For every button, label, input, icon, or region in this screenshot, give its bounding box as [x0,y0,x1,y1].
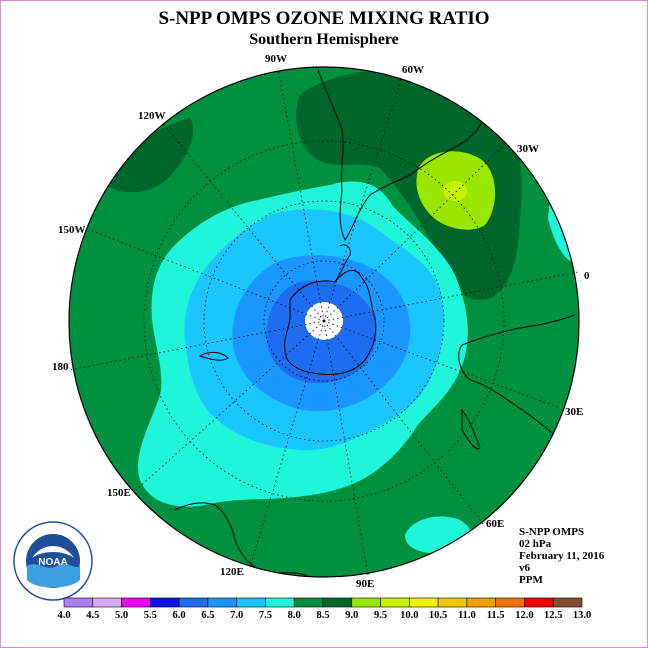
lat-circle [263,260,385,382]
colorbar-box [63,597,94,608]
meridian-30w [323,142,507,322]
map-fill-layers [69,67,579,577]
meridian-150w [89,229,325,322]
lon-label: 120W [138,110,166,122]
map-outline [68,66,580,578]
south-america-coast [317,69,486,241]
antarctic-peninsula [334,244,351,283]
colorbar-box [92,597,122,608]
colorbar-box [121,597,151,608]
info-instrument: S-NPP OMPS [519,526,585,538]
meridian-60e [323,320,485,526]
colorbar-tick-label: 12.0 [515,610,533,621]
colorbar-tick-label: 9.0 [345,610,358,621]
colorbar-tick-label: 7.5 [259,610,272,621]
noaa-logo-text: NOAA [38,557,67,568]
colorbar-box [524,597,554,608]
colorbar-tick-label: 6.0 [173,610,186,621]
lon-label: 60W [402,64,424,76]
colorbar-box [265,597,295,608]
page-title: S-NPP OMPS OZONE MIXING RATIO [158,8,490,29]
colorbar-tick-label: 4.0 [57,610,70,621]
colorbar-tick-label: 13.0 [573,610,591,621]
info-date: February 11, 2016 [519,550,605,562]
lon-label: 60E [486,518,504,530]
colorbar-tick-label: 4.5 [86,610,99,621]
info-block: S-NPP OMPS 02 hPa February 11, 2016 v6 P… [519,526,604,586]
lon-label: 150E [107,487,131,499]
colorbar-box [322,597,353,608]
colorbar-box [495,597,525,608]
colorbar-box [293,597,324,608]
colorbar-box [207,597,237,608]
colorbar-tick-label: 9.5 [374,610,387,621]
colorbar-tick-label: 11.5 [487,610,505,621]
colorbar-tick-label: 12.5 [544,610,562,621]
meridian-150e [135,320,325,491]
colorbar-box [178,597,209,608]
lat-circle [203,200,445,442]
colorbar-tick-label: 11.0 [458,610,476,621]
colorbar-box [552,597,583,608]
colorbar-box [150,597,180,608]
colorbar-tick-label: 10.5 [429,610,447,621]
lon-label: 90E [356,578,374,590]
info-level: 02 hPa [519,538,552,550]
colorbar-box [409,597,439,608]
meridian-30e [323,320,561,409]
lon-label: 90W [265,53,287,65]
longitude-labels: 90W 60W 30W 0 30E 60E 90E 120E 150E 180 … [52,53,590,590]
level-9-5-region [443,181,467,201]
colorbar-tick-label: 6.5 [201,610,214,621]
colorbar-box [236,597,266,608]
colorbar-box [466,597,496,608]
africa-coast [458,314,576,446]
madagascar-coast [461,408,481,450]
colorbar-boxes [63,597,583,608]
colorbar-tick-label: 7.0 [230,610,243,621]
colorbar-tick-label: 10.0 [400,610,418,621]
colorbar-box [380,597,410,608]
lon-label: 150W [58,224,86,236]
level-8-5-region-west [100,118,194,193]
lon-label: 120E [220,566,244,578]
info-version: v6 [519,562,530,574]
colorbar-box [437,597,468,608]
colorbar-tick-label: 5.5 [144,610,157,621]
coastlines [174,69,576,577]
colorbar-labels: 4.0 4.5 5.0 5.5 6.0 6.5 7.0 7.5 8.0 8.5 9.0 9.5 10.0… [57,610,591,621]
lon-label: 30W [517,143,539,155]
lon-label: 180 [52,361,69,373]
colorbar-tick-label: 8.0 [288,610,301,621]
noaa-logo: NOAA [12,520,94,602]
colorbar-box [351,597,381,608]
page-subtitle: Southern Hemisphere [249,31,399,48]
lon-label: 0 [584,270,590,282]
graticule [69,67,579,576]
info-unit: PPM [519,574,543,586]
lat-circle [143,140,505,502]
colorbar-tick-label: 8.5 [316,610,329,621]
colorbar-tick-label: 5.0 [115,610,128,621]
lon-label: 30E [565,406,583,418]
level-8-5-region-north [296,69,522,300]
antarctica-coast [283,269,377,375]
